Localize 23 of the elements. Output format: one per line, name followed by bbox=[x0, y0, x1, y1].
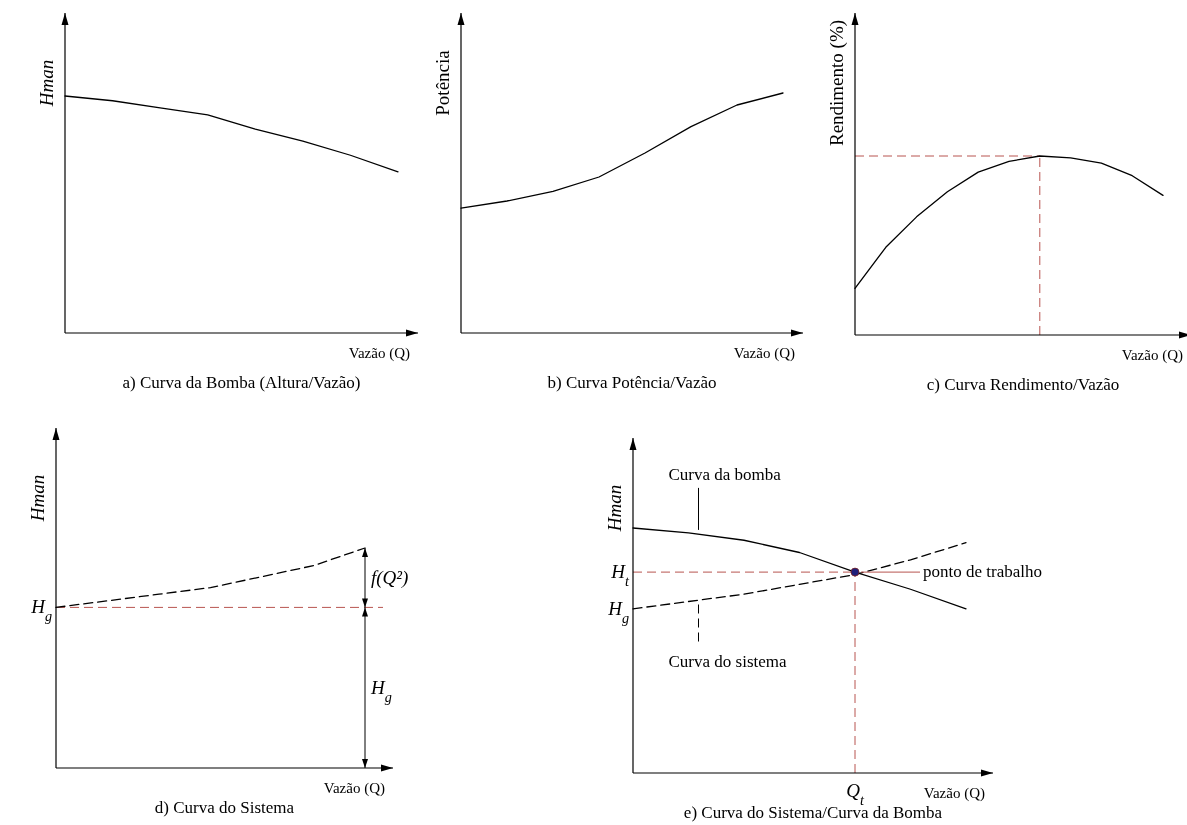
y-axis-title: Hman bbox=[36, 59, 57, 108]
text: Q$_{t}$ bbox=[846, 780, 865, 808]
ref-line-label: H$_{g}$ bbox=[30, 596, 52, 625]
text: H$_{g}$ bbox=[607, 597, 629, 626]
y-axis-title: Potência bbox=[432, 49, 453, 116]
ref-line-label: H$_{t}$ bbox=[610, 561, 631, 590]
text: c) Curva Rendimento/Vazão bbox=[926, 375, 1120, 394]
y-axis-title: Hman bbox=[604, 484, 625, 533]
annotation: ponto de trabalho bbox=[923, 562, 1042, 582]
text: a) Curva da Bomba (Altura/Vazão) bbox=[122, 373, 361, 392]
text: d) Curva do Sistema bbox=[154, 798, 295, 817]
text: Curva da bomba bbox=[668, 464, 782, 484]
x-axis-title: Vazão (Q) bbox=[348, 345, 410, 362]
text: b) Curva Potência/Vazão bbox=[547, 373, 717, 392]
x-axis-title: Vazão (Q) bbox=[923, 785, 985, 802]
x-axis-title: Vazão (Q) bbox=[1121, 347, 1183, 364]
x-axis-title: Vazão (Q) bbox=[323, 780, 385, 797]
x-axis-title: Vazão (Q) bbox=[733, 345, 795, 362]
legend-label: Curva do sistema bbox=[668, 651, 787, 671]
annotation: f(Q²) bbox=[371, 566, 409, 589]
y-axis-title: Rendimento (%) bbox=[826, 19, 848, 147]
y-axis-title: Hman bbox=[27, 474, 48, 523]
annotation: H$_{g}$ bbox=[370, 676, 392, 705]
